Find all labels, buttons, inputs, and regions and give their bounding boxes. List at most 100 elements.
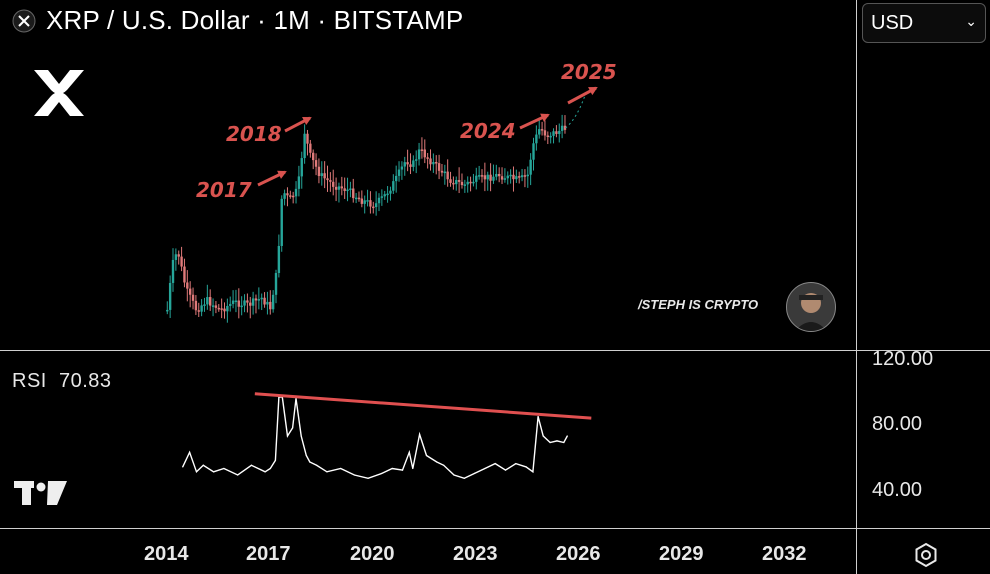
candle-body [540, 129, 544, 131]
candle-body [552, 131, 555, 136]
candle-body [194, 300, 198, 311]
rsi-value: 70.83 [58, 370, 112, 392]
candle-body [240, 305, 243, 308]
candle-body [412, 160, 415, 167]
rsi-point [189, 451, 191, 453]
candle-body [417, 149, 421, 160]
candle-body [349, 188, 352, 190]
candle-body [452, 182, 455, 185]
candle-body [437, 163, 441, 171]
candle-body [206, 297, 209, 305]
rsi-point [367, 477, 369, 479]
candle-body [214, 305, 218, 308]
candle-body [486, 174, 489, 180]
pane-divider [0, 350, 990, 351]
candle-body [469, 181, 472, 184]
candle-body [526, 174, 529, 177]
currency-select[interactable]: USD ⌄ [862, 3, 986, 43]
candle-body [489, 174, 492, 181]
rsi-point [326, 471, 328, 473]
rsi-point [504, 469, 507, 471]
candle-body [415, 159, 418, 161]
rsi-point [223, 467, 225, 470]
rsi-point [532, 471, 534, 473]
candle-body [188, 288, 192, 295]
rsi-point [401, 469, 404, 471]
rsi-point [269, 467, 271, 470]
candle-body [432, 162, 435, 165]
settings-icon[interactable] [913, 542, 939, 568]
candle-body [360, 198, 364, 204]
rsi-label: RSI 70.83 [12, 370, 112, 393]
candle-body [483, 175, 487, 180]
candle-body [340, 186, 344, 189]
annotation-label: 2024 [460, 119, 516, 143]
candle-body [377, 197, 381, 204]
candle-body [314, 160, 318, 167]
candle-body [389, 190, 392, 194]
candle-body [326, 178, 329, 181]
rsi-point [391, 467, 393, 470]
candle-body [217, 307, 220, 310]
price-chart[interactable]: 2017 2018 2024 2025 [0, 40, 856, 350]
candle-body [237, 300, 241, 307]
candle-body [477, 175, 481, 177]
candle-body [249, 302, 252, 306]
candle-body [532, 143, 535, 160]
chart-title: XRP / U.S. Dollar · 1M · BITSTAMP [46, 5, 464, 35]
rsi-point [563, 441, 565, 444]
candle-body [463, 184, 467, 186]
candle-body [503, 178, 507, 180]
candle-body [166, 309, 169, 312]
candle-body [506, 175, 509, 179]
rsi-point [453, 474, 455, 476]
rsi-point [556, 440, 558, 442]
candle-body [329, 180, 332, 182]
candle-body [472, 181, 475, 184]
candle-body [186, 282, 189, 289]
rsi-point [566, 435, 568, 437]
candle-body [372, 206, 375, 209]
candle-body [495, 173, 498, 177]
rsi-name: RSI [12, 370, 47, 392]
candle-body [231, 300, 235, 304]
rsi-point [264, 471, 266, 473]
close-icon[interactable] [12, 9, 36, 33]
candle-body [457, 180, 461, 182]
candle-body [549, 135, 552, 138]
candle-body [509, 174, 512, 177]
avatar [786, 282, 836, 332]
rsi-chart[interactable] [0, 351, 856, 528]
candle-body [435, 162, 438, 164]
time-axis-divider [0, 528, 990, 529]
rsi-point [274, 459, 277, 461]
candle-body [234, 300, 238, 303]
rsi-point [195, 471, 198, 473]
rsi-point [537, 415, 539, 418]
rsi-point [443, 464, 445, 466]
rsi-point [292, 427, 294, 429]
rsi-point [525, 466, 527, 468]
candle-body [312, 152, 315, 161]
candle-body [269, 301, 272, 310]
candle-body [283, 193, 286, 199]
candle-body [346, 189, 349, 192]
candle-body [197, 310, 200, 312]
candle-body [518, 176, 521, 178]
candle-body [443, 171, 447, 174]
chevron-down-icon: ⌄ [965, 13, 977, 29]
candle-body [263, 297, 266, 305]
candle-body [538, 129, 541, 135]
candle-body [223, 308, 226, 312]
rsi-point [182, 466, 184, 468]
candle-body [334, 186, 338, 190]
candle-body [289, 195, 292, 197]
candle-body [174, 254, 178, 260]
candle-body [426, 157, 429, 159]
rsi-point [381, 472, 383, 474]
x-tick: 2029 [659, 543, 704, 565]
candle-body [363, 200, 366, 204]
candle-body [423, 149, 426, 158]
y-tick: 40.00 [872, 479, 923, 501]
annotation-arrowhead [302, 117, 312, 126]
